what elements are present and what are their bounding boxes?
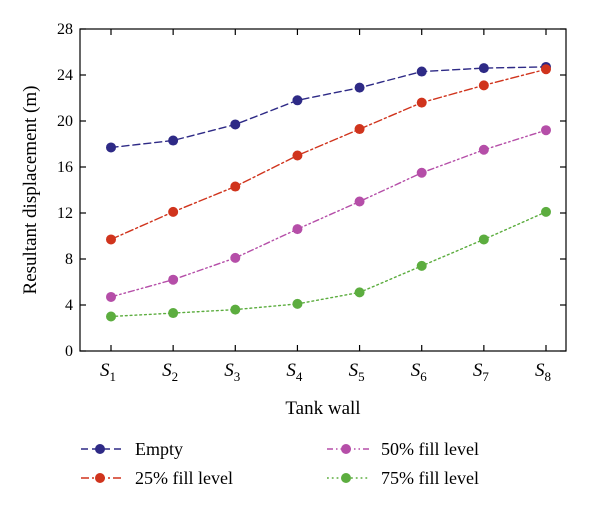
x-tick-label-subscript: 4 xyxy=(296,369,303,384)
data-point xyxy=(106,311,116,322)
x-tick-label-main: S xyxy=(162,360,172,381)
x-axis: S1 S2 S3 S4 S5 S6 S7 S8 xyxy=(100,29,551,384)
x-tick-label-subscript: 7 xyxy=(482,369,489,384)
data-point xyxy=(354,287,365,298)
x-tick-label: S2 xyxy=(162,360,178,384)
data-point xyxy=(168,206,179,217)
series-3 xyxy=(106,206,551,322)
x-tick-label-subscript: 1 xyxy=(110,369,117,384)
y-tick-label: 4 xyxy=(65,297,73,314)
x-tick-label-main: S xyxy=(100,360,110,381)
plot-border xyxy=(79,28,567,352)
x-tick-label: S6 xyxy=(411,360,428,384)
series-0 xyxy=(106,61,551,153)
data-point xyxy=(230,304,241,315)
x-tick-label-subscript: 6 xyxy=(420,369,427,384)
data-point xyxy=(354,124,365,135)
x-tick-label-main: S xyxy=(473,360,483,381)
y-tick-label: 28 xyxy=(57,21,73,38)
data-point xyxy=(541,64,551,75)
legend-label: 50% fill level xyxy=(381,439,479,459)
data-point xyxy=(292,298,303,309)
data-point xyxy=(416,97,427,108)
data-point xyxy=(292,150,303,161)
data-point xyxy=(106,234,116,245)
y-tick-label: 0 xyxy=(65,343,73,360)
y-tick-label: 16 xyxy=(57,159,73,176)
data-point xyxy=(416,66,427,77)
x-tick-label: S8 xyxy=(535,360,551,384)
x-tick-label: S3 xyxy=(224,360,240,384)
x-tick-label-subscript: 5 xyxy=(358,369,365,384)
data-point xyxy=(292,95,303,106)
data-point xyxy=(478,63,489,74)
y-tick-label: 20 xyxy=(57,113,73,130)
x-tick-label: S5 xyxy=(349,360,365,384)
data-point xyxy=(478,144,489,155)
x-tick-label-main: S xyxy=(224,360,234,381)
legend-swatch-marker xyxy=(95,473,105,483)
y-tick-label: 12 xyxy=(57,205,73,222)
legend-item: 75% fill level xyxy=(327,468,479,488)
x-tick-label-subscript: 8 xyxy=(545,369,552,384)
x-tick-label: S4 xyxy=(286,360,303,384)
x-axis-title: Tank wall xyxy=(285,398,360,419)
series-1 xyxy=(106,64,551,245)
legend-item: Empty xyxy=(81,439,183,459)
data-point xyxy=(541,125,551,136)
legend-label: 25% fill level xyxy=(135,468,233,488)
data-point xyxy=(354,82,365,93)
legend-swatch-marker xyxy=(341,444,351,454)
series-line xyxy=(110,211,547,318)
x-tick-label-main: S xyxy=(411,360,421,381)
data-point xyxy=(106,142,116,153)
legend-swatch-marker xyxy=(95,444,105,454)
data-point xyxy=(478,234,489,245)
data-point xyxy=(416,260,427,271)
x-tick-label-main: S xyxy=(349,360,359,381)
x-tick-label-subscript: 3 xyxy=(234,369,241,384)
legend-swatch-marker xyxy=(341,473,351,483)
legend-label: Empty xyxy=(135,439,183,459)
y-tick-label: 8 xyxy=(65,251,73,268)
y-tick-label: 24 xyxy=(57,67,73,84)
data-point xyxy=(230,252,241,263)
data-point xyxy=(168,274,179,285)
data-point xyxy=(106,291,116,302)
data-point xyxy=(478,80,489,91)
data-point xyxy=(230,119,241,130)
x-tick-label-subscript: 2 xyxy=(172,369,179,384)
plot-area xyxy=(79,28,567,352)
legend-label: 75% fill level xyxy=(381,468,479,488)
data-point xyxy=(541,206,551,217)
y-axis: 0 4 8 12 16 20 24 28 xyxy=(57,21,566,360)
legend: Empty 25% fill level 50% fill level 75% fil… xyxy=(81,439,479,488)
series-line xyxy=(110,129,547,298)
data-point xyxy=(416,167,427,178)
series-2 xyxy=(106,125,551,302)
legend-item: 50% fill level xyxy=(327,439,479,459)
x-tick-label-main: S xyxy=(286,360,296,381)
data-point xyxy=(168,135,179,146)
x-tick-label: S1 xyxy=(100,360,116,384)
series-line xyxy=(110,66,547,149)
x-tick-label: S7 xyxy=(473,360,490,384)
data-point xyxy=(168,308,179,319)
data-point xyxy=(354,196,365,207)
data-point xyxy=(292,224,303,235)
data-point xyxy=(230,181,241,192)
y-axis-title: Resultant displacement (m) xyxy=(20,86,41,295)
legend-item: 25% fill level xyxy=(81,468,233,488)
series-layer xyxy=(106,61,551,322)
x-tick-label-main: S xyxy=(535,360,545,381)
